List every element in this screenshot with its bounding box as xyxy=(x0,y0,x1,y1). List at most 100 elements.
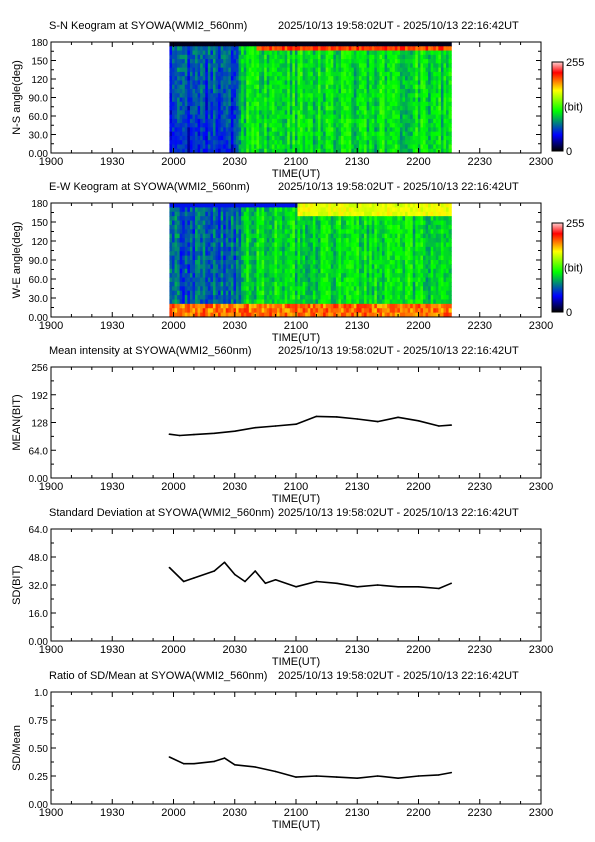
data-point xyxy=(376,420,379,423)
time-range: 2025/10/13 19:58:02UT - 2025/10/13 22:16… xyxy=(278,670,519,682)
data-point xyxy=(356,418,359,420)
x-axis: 1900 1930 2000 2030 2100 2130 2200 2230 2300 xyxy=(39,203,553,332)
data-point xyxy=(315,415,318,418)
panel-4: Standard Deviation at SYOWA(WMI2_560nm) 2… xyxy=(11,507,553,668)
x-tick-label: 1930 xyxy=(100,320,124,332)
y-tick-label: 150 xyxy=(31,57,48,68)
y-tick-label: 30.0 xyxy=(29,131,49,142)
data-point xyxy=(193,577,195,579)
y-tick-label: 16.0 xyxy=(29,609,49,620)
data-point xyxy=(336,776,338,778)
data-point xyxy=(168,756,171,758)
x-axis-label: TIME(UT) xyxy=(272,656,320,668)
time-range: 2025/10/13 19:58:02UT - 2025/10/13 22:16… xyxy=(278,345,519,357)
time-range: 2025/10/13 19:58:02UT - 2025/10/13 22:16… xyxy=(278,20,519,32)
colorbar: 255 (bit) 0 xyxy=(551,57,584,158)
x-tick-label: 1900 xyxy=(39,320,63,332)
x-tick-label: 2100 xyxy=(284,807,308,819)
data-point xyxy=(356,586,359,588)
data-point xyxy=(450,771,453,774)
y-tick-label: 0.50 xyxy=(29,744,49,755)
panel-2: E-W Keogram at SYOWA(WMI2_560nm) 2025/10/… xyxy=(11,181,584,344)
y-axis: 0.00 16.0 32.0 48.0 64.0 xyxy=(29,525,541,648)
data-point xyxy=(397,777,399,779)
y-axis-label: MEAN(BIT) xyxy=(11,394,23,450)
y-tick-label: 120 xyxy=(31,75,48,86)
x-tick-label: 2230 xyxy=(468,481,492,493)
y-tick-label: 1.0 xyxy=(34,688,48,699)
x-tick-label: 2030 xyxy=(223,807,247,819)
y-tick-label: 256 xyxy=(31,363,48,374)
data-point xyxy=(213,760,216,763)
x-tick-label: 2000 xyxy=(161,807,185,819)
keogram-image xyxy=(169,203,452,317)
y-tick-label: 48.0 xyxy=(29,553,49,564)
x-axis: 1900 1930 2000 2030 2100 2130 2200 2230 2300 xyxy=(39,692,553,819)
data-point xyxy=(417,586,420,588)
data-point xyxy=(417,420,420,422)
y-tick-label: 0.00 xyxy=(29,149,49,160)
data-point xyxy=(234,764,236,766)
y-tick-label: 60.0 xyxy=(29,112,49,123)
y-tick-label: 150 xyxy=(31,218,48,229)
y-tick-label: 0.00 xyxy=(29,800,49,811)
x-tick-label: 2130 xyxy=(345,320,369,332)
data-point xyxy=(417,775,420,777)
data-point xyxy=(274,579,277,581)
y-tick-label: 0.00 xyxy=(29,313,49,324)
data-point xyxy=(397,586,399,588)
y-axis-label: SD/Mean xyxy=(11,725,23,771)
data-point xyxy=(336,582,338,585)
x-tick-label: 2100 xyxy=(284,644,308,656)
panel-title: Standard Deviation at SYOWA(WMI2_560nm) xyxy=(49,507,274,519)
data-point xyxy=(438,587,440,590)
x-tick-label: 1930 xyxy=(100,807,124,819)
x-axis-label: TIME(UT) xyxy=(272,493,320,505)
data-point xyxy=(295,423,297,426)
panel-title: Mean intensity at SYOWA(WMI2_560nm) xyxy=(49,345,252,357)
data-point xyxy=(274,425,277,427)
x-tick-label: 2030 xyxy=(223,644,247,656)
data-point xyxy=(376,775,379,777)
x-tick-label: 2130 xyxy=(345,481,369,493)
panel-title: Ratio of SD/Mean at SYOWA(WMI2_560nm) xyxy=(49,670,267,682)
data-point xyxy=(193,762,195,765)
data-point xyxy=(213,570,216,572)
data-point xyxy=(336,416,338,418)
x-axis: 1900 1930 2000 2030 2100 2130 2200 2230 2300 xyxy=(39,529,553,656)
x-tick-label: 2130 xyxy=(345,156,369,168)
data-point xyxy=(315,580,318,583)
x-tick-label: 2000 xyxy=(161,156,185,168)
x-tick-label: 2230 xyxy=(468,807,492,819)
x-tick-label: 2000 xyxy=(161,644,185,656)
data-point xyxy=(223,561,226,564)
x-tick-label: 2000 xyxy=(161,481,185,493)
data-point xyxy=(295,776,297,778)
data-point xyxy=(234,430,236,433)
data-point xyxy=(295,586,297,588)
x-tick-label: 1930 xyxy=(100,481,124,493)
x-tick-label: 2300 xyxy=(529,807,553,819)
x-tick-label: 2230 xyxy=(468,644,492,656)
y-tick-label: 90.0 xyxy=(29,256,49,267)
y-tick-label: 120 xyxy=(31,237,48,248)
plot-frame xyxy=(50,366,542,479)
colorbar-max-label: 255 xyxy=(566,57,584,69)
y-tick-label: 0.75 xyxy=(29,716,49,727)
data-point xyxy=(315,775,318,777)
y-tick-label: 64.0 xyxy=(29,446,49,457)
y-axis-label: W-E angle(deg) xyxy=(11,222,23,299)
time-range: 2025/10/13 19:58:02UT - 2025/10/13 22:16… xyxy=(278,181,519,193)
x-tick-label: 2200 xyxy=(406,807,430,819)
x-tick-label: 2030 xyxy=(223,156,247,168)
x-tick-label: 2230 xyxy=(468,320,492,332)
x-tick-label: 1930 xyxy=(100,156,124,168)
x-tick-label: 2200 xyxy=(406,481,430,493)
data-point xyxy=(450,582,453,585)
y-axis: 0.00 30.0 60.0 90.0 120 150 180 xyxy=(29,38,541,160)
colorbar: 255 (bit) 0 xyxy=(551,218,584,319)
x-tick-label: 1900 xyxy=(39,644,63,656)
data-point xyxy=(178,434,181,437)
data-point xyxy=(450,424,453,426)
